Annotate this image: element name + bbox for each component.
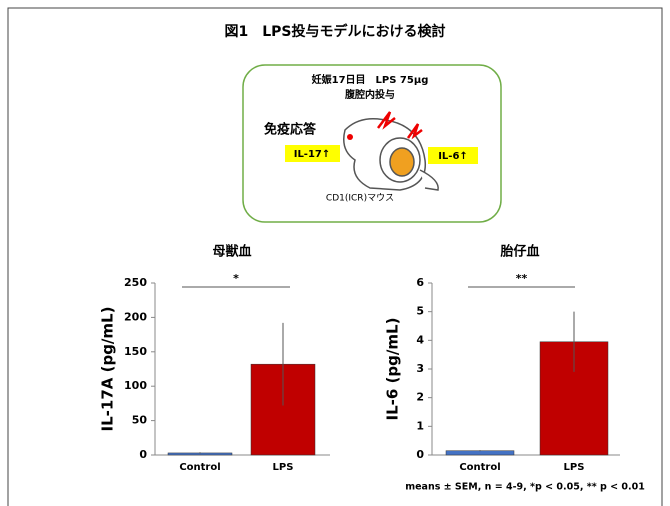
significance-label: **: [516, 272, 528, 285]
il6-text: IL-6↑: [438, 151, 468, 162]
y-tick-label: 4: [416, 333, 424, 346]
il17-text: IL-17↑: [294, 149, 331, 160]
y-tick-label: 3: [416, 362, 424, 375]
y-tick-label: 1: [416, 419, 424, 432]
chart-title: 胎仔血: [500, 244, 539, 260]
x-tick-label: LPS: [273, 462, 294, 473]
figure-title: 図1 LPS投与モデルにおける検討: [224, 23, 445, 40]
y-tick-label: 5: [416, 305, 424, 318]
mouse-label: CD1(ICR)マウス: [326, 193, 394, 204]
x-tick-label: Control: [179, 462, 220, 473]
y-tick-label: 150: [124, 345, 147, 358]
x-tick-label: Control: [459, 462, 500, 473]
bar: [446, 451, 514, 455]
dose-text: 妊娠17日目 LPS 75μg: [312, 73, 429, 86]
y-tick-label: 2: [416, 391, 424, 404]
significance-label: *: [233, 272, 239, 285]
y-tick-label: 6: [416, 276, 424, 289]
y-axis-label: IL-17A (pg/mL): [99, 307, 117, 432]
x-tick-label: LPS: [564, 462, 585, 473]
y-tick-label: 200: [124, 310, 147, 323]
y-tick-label: 0: [139, 448, 147, 461]
footnote: means ± SEM, n = 4-9, *p < 0.05, ** p < …: [405, 482, 645, 493]
route-text: 腹腔内投与: [345, 88, 395, 101]
y-axis-label: IL-6 (pg/mL): [384, 318, 402, 421]
y-tick-label: 100: [124, 379, 147, 392]
figure: 図1 LPS投与モデルにおける検討 妊娠17日目 LPS 75μg 腹腔内投与 …: [0, 0, 670, 506]
diagram: 妊娠17日目 LPS 75μg 腹腔内投与 免疫応答 IL-17↑ IL-6↑ …: [243, 65, 501, 222]
y-tick-label: 50: [132, 414, 148, 427]
response-text: 免疫応答: [264, 122, 317, 138]
y-tick-label: 250: [124, 276, 147, 289]
chart-title: 母獣血: [212, 244, 251, 260]
y-tick-label: 0: [416, 448, 424, 461]
